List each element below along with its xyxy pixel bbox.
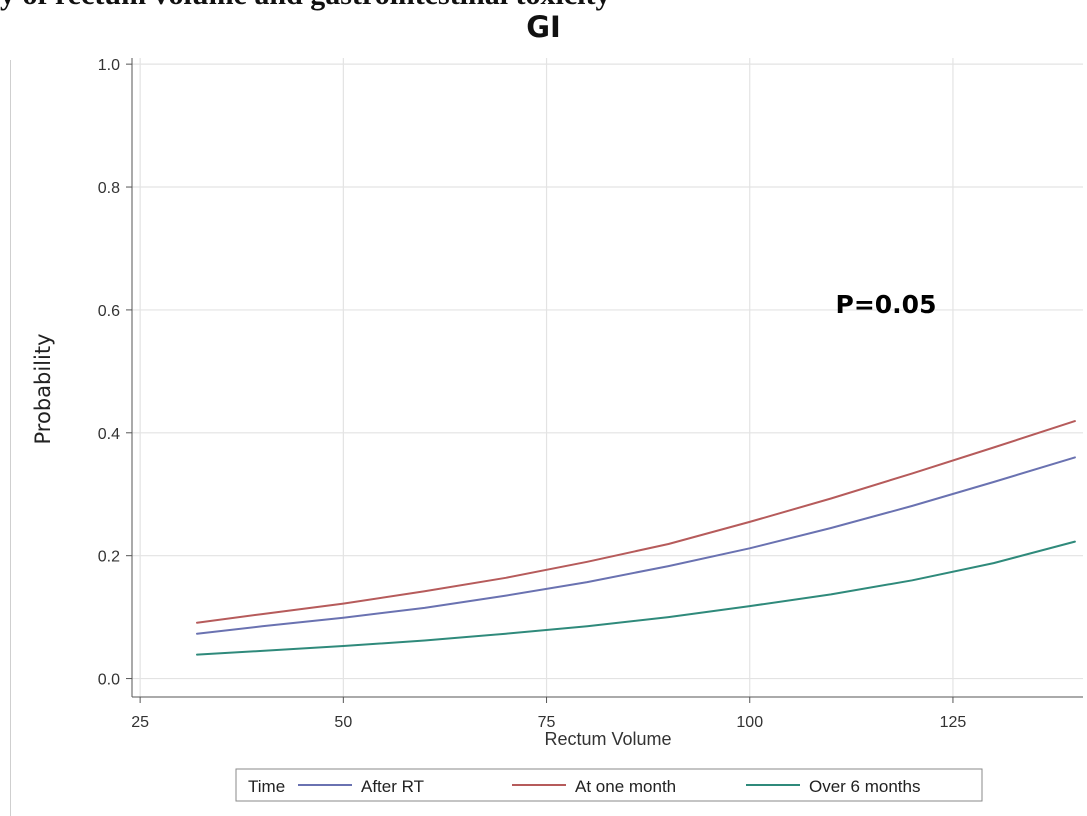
legend-frame	[235, 768, 983, 802]
legend-title: Time	[248, 777, 285, 796]
chart-title: GI	[526, 10, 561, 44]
y-tick-label: 1.0	[98, 57, 120, 74]
series-line-at-one-month	[196, 420, 1076, 624]
x-axis-label: Rectum Volume	[544, 729, 671, 749]
left-divider	[10, 60, 11, 816]
grid-lines	[132, 58, 1083, 697]
x-tick-label: 100	[736, 714, 763, 731]
series-line-after-rt	[196, 456, 1076, 635]
y-tick-label: 0.8	[98, 180, 120, 197]
legend-label: Over 6 months	[809, 777, 921, 796]
annotation-text: P=0.05	[836, 290, 937, 319]
tick-marks: 25 50 75 100 125 0.0 0.2 0.4 0.6 0.8 1.0	[98, 57, 967, 731]
legend-label: At one month	[575, 777, 676, 796]
y-axis-label: Probability	[31, 333, 55, 444]
legend-label: After RT	[361, 777, 424, 796]
x-tick-label: 25	[131, 714, 149, 731]
axes	[131, 58, 1083, 698]
y-tick-label: 0.2	[98, 549, 120, 566]
cropped-header-text: y of rectum volume and gastrointestinal …	[0, 0, 611, 12]
series-line-over-6-months	[196, 540, 1076, 656]
x-tick-label: 125	[940, 714, 967, 731]
y-tick-label: 0.0	[98, 672, 120, 689]
series-lines	[196, 420, 1076, 656]
x-tick-label: 75	[538, 714, 556, 731]
y-tick-label: 0.4	[98, 426, 120, 443]
x-tick-label: 50	[334, 714, 352, 731]
y-tick-label: 0.6	[98, 303, 120, 320]
legend: Time After RT At one month Over 6 months	[235, 768, 983, 802]
